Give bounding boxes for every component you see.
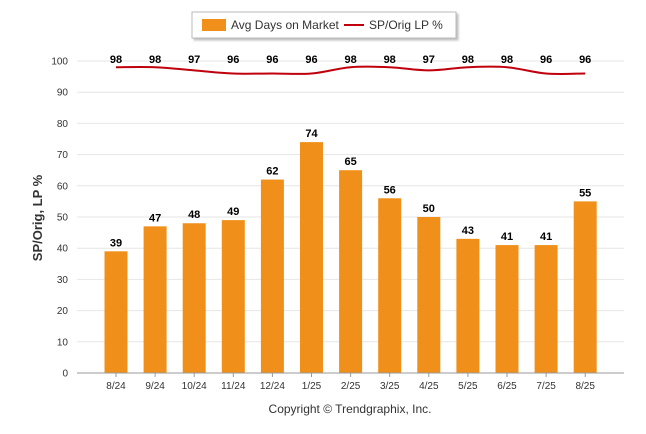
line-data-label: 98 (384, 54, 396, 66)
bar-labels: 39 47 48 49 62 74 65 56 50 43 41 41 55 (110, 128, 591, 249)
x-tick-label: 11/24 (221, 381, 246, 392)
x-tick-label: 5/25 (458, 381, 478, 392)
bar-data-label: 56 (384, 184, 396, 196)
line-data-label: 96 (266, 54, 278, 66)
bar-data-label: 49 (227, 206, 239, 218)
x-tick-label: 1/25 (302, 381, 322, 392)
y-tick-label: 0 (62, 369, 68, 380)
bar-data-label: 55 (579, 187, 591, 199)
bar (573, 201, 597, 373)
line-series (115, 65, 586, 75)
bar-data-label: 74 (305, 128, 318, 140)
legend: Avg Days on Market SP/Orig LP % (191, 11, 457, 39)
x-tick-label: 8/24 (106, 381, 126, 392)
line-data-label: 98 (149, 54, 161, 66)
line-data-label: 96 (227, 54, 239, 66)
line-data-label: 97 (188, 54, 200, 66)
x-tick-label: 2/25 (341, 381, 361, 392)
x-tick-label: 4/25 (419, 381, 439, 392)
bar-data-label: 62 (266, 166, 278, 178)
y-axis-ticks: 0 10 20 30 40 50 60 70 80 90 100 (51, 57, 68, 380)
y-tick-label: 30 (57, 275, 69, 286)
y-tick-label: 90 (57, 88, 69, 99)
bar-data-label: 65 (344, 156, 356, 168)
line-labels: 98 98 97 96 96 96 98 98 97 98 98 96 96 (110, 54, 591, 66)
x-tick-label: 8/25 (575, 381, 595, 392)
line-path (115, 65, 586, 75)
bar-data-label: 50 (423, 203, 435, 215)
y-tick-label: 70 (57, 150, 69, 161)
x-axis-ticks: 8/24 9/24 10/24 11/24 12/24 1/25 2/25 3/25 4/25 5… (106, 373, 595, 392)
bar (495, 245, 519, 373)
y-tick-label: 50 (57, 213, 69, 224)
copyright-text: Copyright © Trendgraphix, Inc. (269, 402, 432, 416)
bar (339, 170, 363, 373)
bar (104, 251, 128, 373)
x-tick-label: 6/25 (497, 381, 517, 392)
bar (534, 245, 558, 373)
bar (300, 142, 323, 373)
y-tick-label: 10 (57, 337, 69, 348)
y-tick-label: 60 (57, 181, 69, 192)
bar-data-label: 39 (110, 237, 122, 249)
bar-data-label: 47 (149, 212, 161, 224)
legend-label-line: SP/Orig LP % (369, 18, 443, 32)
line-data-label: 96 (305, 54, 317, 66)
y-tick-label: 80 (57, 119, 69, 130)
line-data-label: 98 (501, 54, 513, 66)
x-tick-label: 12/24 (260, 381, 285, 392)
x-tick-label: 10/24 (182, 381, 207, 392)
bar (378, 198, 402, 373)
bar (456, 238, 480, 373)
x-tick-label: 7/25 (536, 381, 556, 392)
bar (182, 223, 206, 373)
y-tick-label: 100 (51, 57, 68, 68)
bar (143, 226, 167, 373)
x-tick-label: 9/24 (145, 381, 165, 392)
line-data-label: 98 (344, 54, 356, 66)
bar-data-label: 43 (462, 225, 474, 237)
line-data-label: 96 (579, 54, 591, 66)
bars (104, 142, 597, 373)
legend-swatch-bar (202, 19, 226, 31)
legend-label-bar: Avg Days on Market (231, 18, 339, 32)
line-data-label: 97 (423, 54, 435, 66)
bar (417, 217, 441, 373)
bar-data-label: 41 (501, 231, 513, 243)
bar-data-label: 48 (188, 209, 200, 221)
bar (221, 220, 245, 373)
x-tick-label: 3/25 (380, 381, 400, 392)
line-data-label: 96 (540, 54, 552, 66)
y-axis-label: SP/Orig, LP % (30, 174, 45, 261)
y-tick-label: 20 (57, 306, 69, 317)
bar-data-label: 41 (540, 231, 552, 243)
legend-box (191, 11, 457, 39)
bar (260, 179, 284, 373)
y-tick-label: 40 (57, 244, 69, 255)
line-data-label: 98 (462, 54, 474, 66)
line-data-label: 98 (110, 54, 122, 66)
